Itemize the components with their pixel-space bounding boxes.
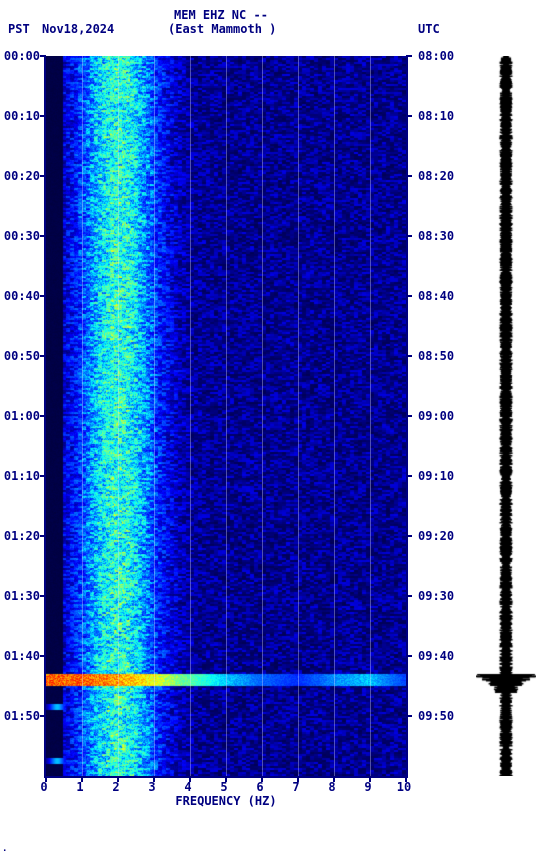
x-axis: FREQUENCY (HZ) 012345678910 bbox=[44, 780, 408, 820]
tz-right-label: UTC bbox=[418, 22, 440, 36]
y-tick-label: 08:30 bbox=[418, 229, 454, 243]
x-tick-label: 3 bbox=[148, 780, 155, 794]
y-tick-label: 01:30 bbox=[4, 589, 40, 603]
y-tick-label: 00:30 bbox=[4, 229, 40, 243]
y-tick-label: 08:50 bbox=[418, 349, 454, 363]
y-tick-label: 09:00 bbox=[418, 409, 454, 423]
seismogram-panel bbox=[476, 56, 536, 776]
x-tick-label: 2 bbox=[112, 780, 119, 794]
x-tick-label: 10 bbox=[397, 780, 411, 794]
y-tick-label: 09:10 bbox=[418, 469, 454, 483]
y-tick-label: 01:20 bbox=[4, 529, 40, 543]
y-tick-label: 09:20 bbox=[418, 529, 454, 543]
x-tick-label: 7 bbox=[292, 780, 299, 794]
footer-mark: . bbox=[2, 844, 7, 854]
y-tick-label: 00:00 bbox=[4, 49, 40, 63]
x-tick-label: 4 bbox=[184, 780, 191, 794]
spectrogram-plot bbox=[44, 56, 408, 778]
date-label: Nov18,2024 bbox=[42, 22, 114, 36]
y-tick-label: 08:00 bbox=[418, 49, 454, 63]
y-tick-label: 00:10 bbox=[4, 109, 40, 123]
x-tick-label: 8 bbox=[328, 780, 335, 794]
x-tick-label: 9 bbox=[364, 780, 371, 794]
y-tick-label: 01:40 bbox=[4, 649, 40, 663]
y-tick-label: 09:30 bbox=[418, 589, 454, 603]
station-line1: MEM EHZ NC -- bbox=[174, 8, 268, 22]
y-tick-label: 08:10 bbox=[418, 109, 454, 123]
station-line2: (East Mammoth ) bbox=[168, 22, 276, 36]
y-tick-label: 00:40 bbox=[4, 289, 40, 303]
y-tick-label: 01:50 bbox=[4, 709, 40, 723]
y-axis-left: 00:0000:1000:2000:3000:4000:5001:0001:10… bbox=[0, 56, 42, 776]
y-tick-label: 00:20 bbox=[4, 169, 40, 183]
x-tick-label: 1 bbox=[76, 780, 83, 794]
y-tick-label: 08:20 bbox=[418, 169, 454, 183]
y-tick-label: 01:10 bbox=[4, 469, 40, 483]
y-tick-label: 00:50 bbox=[4, 349, 40, 363]
y-tick-label: 08:40 bbox=[418, 289, 454, 303]
y-tick-label: 01:00 bbox=[4, 409, 40, 423]
tz-left-label: PST bbox=[8, 22, 30, 36]
y-tick-label: 09:40 bbox=[418, 649, 454, 663]
x-tick-label: 5 bbox=[220, 780, 227, 794]
seismogram-trace bbox=[476, 56, 536, 776]
x-axis-title: FREQUENCY (HZ) bbox=[175, 794, 276, 808]
y-axis-right: 08:0008:1008:2008:3008:4008:5009:0009:10… bbox=[414, 56, 464, 776]
x-tick-label: 0 bbox=[40, 780, 47, 794]
x-tick-label: 6 bbox=[256, 780, 263, 794]
y-tick-label: 09:50 bbox=[418, 709, 454, 723]
header: PST Nov18,2024 MEM EHZ NC -- (East Mammo… bbox=[0, 8, 552, 44]
